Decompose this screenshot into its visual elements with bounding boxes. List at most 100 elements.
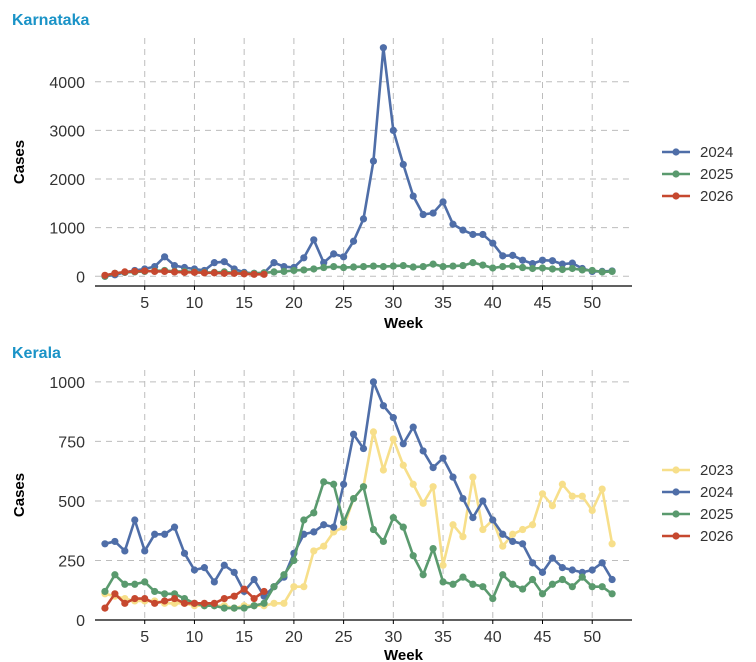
- data-point: [389, 126, 397, 134]
- data-point: [330, 523, 338, 531]
- data-point: [469, 230, 477, 239]
- legend: 2024 2025 2026: [662, 144, 733, 205]
- data-point: [111, 269, 119, 277]
- series-2026: [101, 267, 268, 279]
- data-point: [210, 259, 218, 267]
- data-point: [598, 559, 606, 567]
- data-point: [161, 253, 169, 261]
- data-point: [359, 215, 368, 223]
- series-2024: [101, 44, 616, 280]
- data-point: [330, 480, 338, 488]
- data-point: [528, 575, 537, 584]
- data-point: [389, 435, 397, 443]
- data-point: [469, 473, 477, 481]
- data-point: [210, 599, 218, 607]
- legend-label: 2025: [700, 166, 733, 183]
- data-point: [240, 604, 248, 612]
- data-point: [449, 220, 457, 228]
- x-tick-label: 45: [534, 629, 552, 646]
- data-point: [558, 265, 566, 274]
- y-tick-label: 0: [76, 269, 85, 286]
- data-point: [190, 268, 199, 276]
- data-point: [349, 430, 358, 438]
- data-point: [489, 239, 497, 247]
- data-point: [489, 594, 497, 603]
- data-point: [499, 252, 507, 260]
- data-point: [141, 594, 149, 603]
- series-line: [104, 380, 614, 598]
- y-tick-label: 3000: [49, 123, 85, 140]
- data-point: [190, 599, 199, 607]
- data-point: [469, 259, 477, 267]
- data-point: [379, 466, 387, 474]
- data-point: [220, 561, 228, 569]
- series-2026: [101, 585, 268, 612]
- data-point: [439, 578, 447, 586]
- legend-marker: [672, 488, 680, 496]
- data-point: [300, 266, 308, 274]
- data-point: [310, 265, 318, 273]
- data-point: [369, 428, 378, 436]
- data-point: [548, 257, 557, 265]
- data-point: [429, 483, 437, 491]
- data-point: [170, 268, 179, 276]
- data-point: [290, 556, 298, 565]
- legend-label: 2025: [700, 506, 733, 523]
- x-tick-label: 30: [384, 295, 402, 312]
- data-point: [170, 523, 179, 531]
- legend-marker: [672, 148, 680, 156]
- data-point: [548, 580, 557, 588]
- data-point: [131, 516, 139, 524]
- data-point: [538, 568, 547, 576]
- y-tick-label: 250: [58, 553, 85, 570]
- data-point: [121, 580, 129, 588]
- x-axis-title: Week: [384, 315, 424, 332]
- data-point: [429, 260, 437, 268]
- data-point: [509, 262, 517, 270]
- data-point: [519, 263, 527, 272]
- data-point: [121, 547, 129, 555]
- data-point: [300, 516, 308, 524]
- x-tick-label: 45: [534, 295, 552, 312]
- data-point: [280, 571, 288, 579]
- data-point: [389, 514, 397, 522]
- legend-marker: [672, 510, 680, 518]
- legend-marker: [672, 192, 680, 200]
- series-line: [104, 261, 613, 278]
- data-point: [330, 250, 338, 258]
- data-point: [161, 267, 169, 276]
- data-point: [161, 590, 169, 598]
- data-point: [479, 261, 487, 269]
- legend-label: 2026: [700, 528, 733, 545]
- data-point: [290, 266, 298, 275]
- data-point: [588, 506, 596, 515]
- data-point: [230, 604, 238, 612]
- data-point: [548, 554, 557, 562]
- data-point: [240, 585, 248, 593]
- series-line: [104, 430, 614, 610]
- data-point: [141, 267, 149, 275]
- x-tick-label: 10: [186, 629, 204, 646]
- legend: 2023 2024 2025 2026: [662, 462, 733, 545]
- data-point: [200, 269, 208, 277]
- panel-title: Kerala: [12, 345, 61, 362]
- data-point: [379, 402, 387, 410]
- data-point: [568, 566, 576, 574]
- data-point: [409, 552, 417, 560]
- data-point: [479, 583, 487, 591]
- data-point: [131, 267, 139, 276]
- data-point: [101, 604, 109, 612]
- data-point: [220, 594, 228, 603]
- data-point: [459, 226, 467, 234]
- data-point: [250, 575, 258, 584]
- x-tick-label: 5: [140, 295, 149, 312]
- data-point: [220, 604, 228, 612]
- data-point: [111, 590, 119, 598]
- legend-label: 2026: [700, 188, 733, 205]
- data-point: [270, 268, 278, 276]
- data-point: [409, 480, 417, 488]
- data-point: [220, 258, 228, 266]
- data-point: [349, 237, 358, 245]
- data-point: [489, 264, 497, 272]
